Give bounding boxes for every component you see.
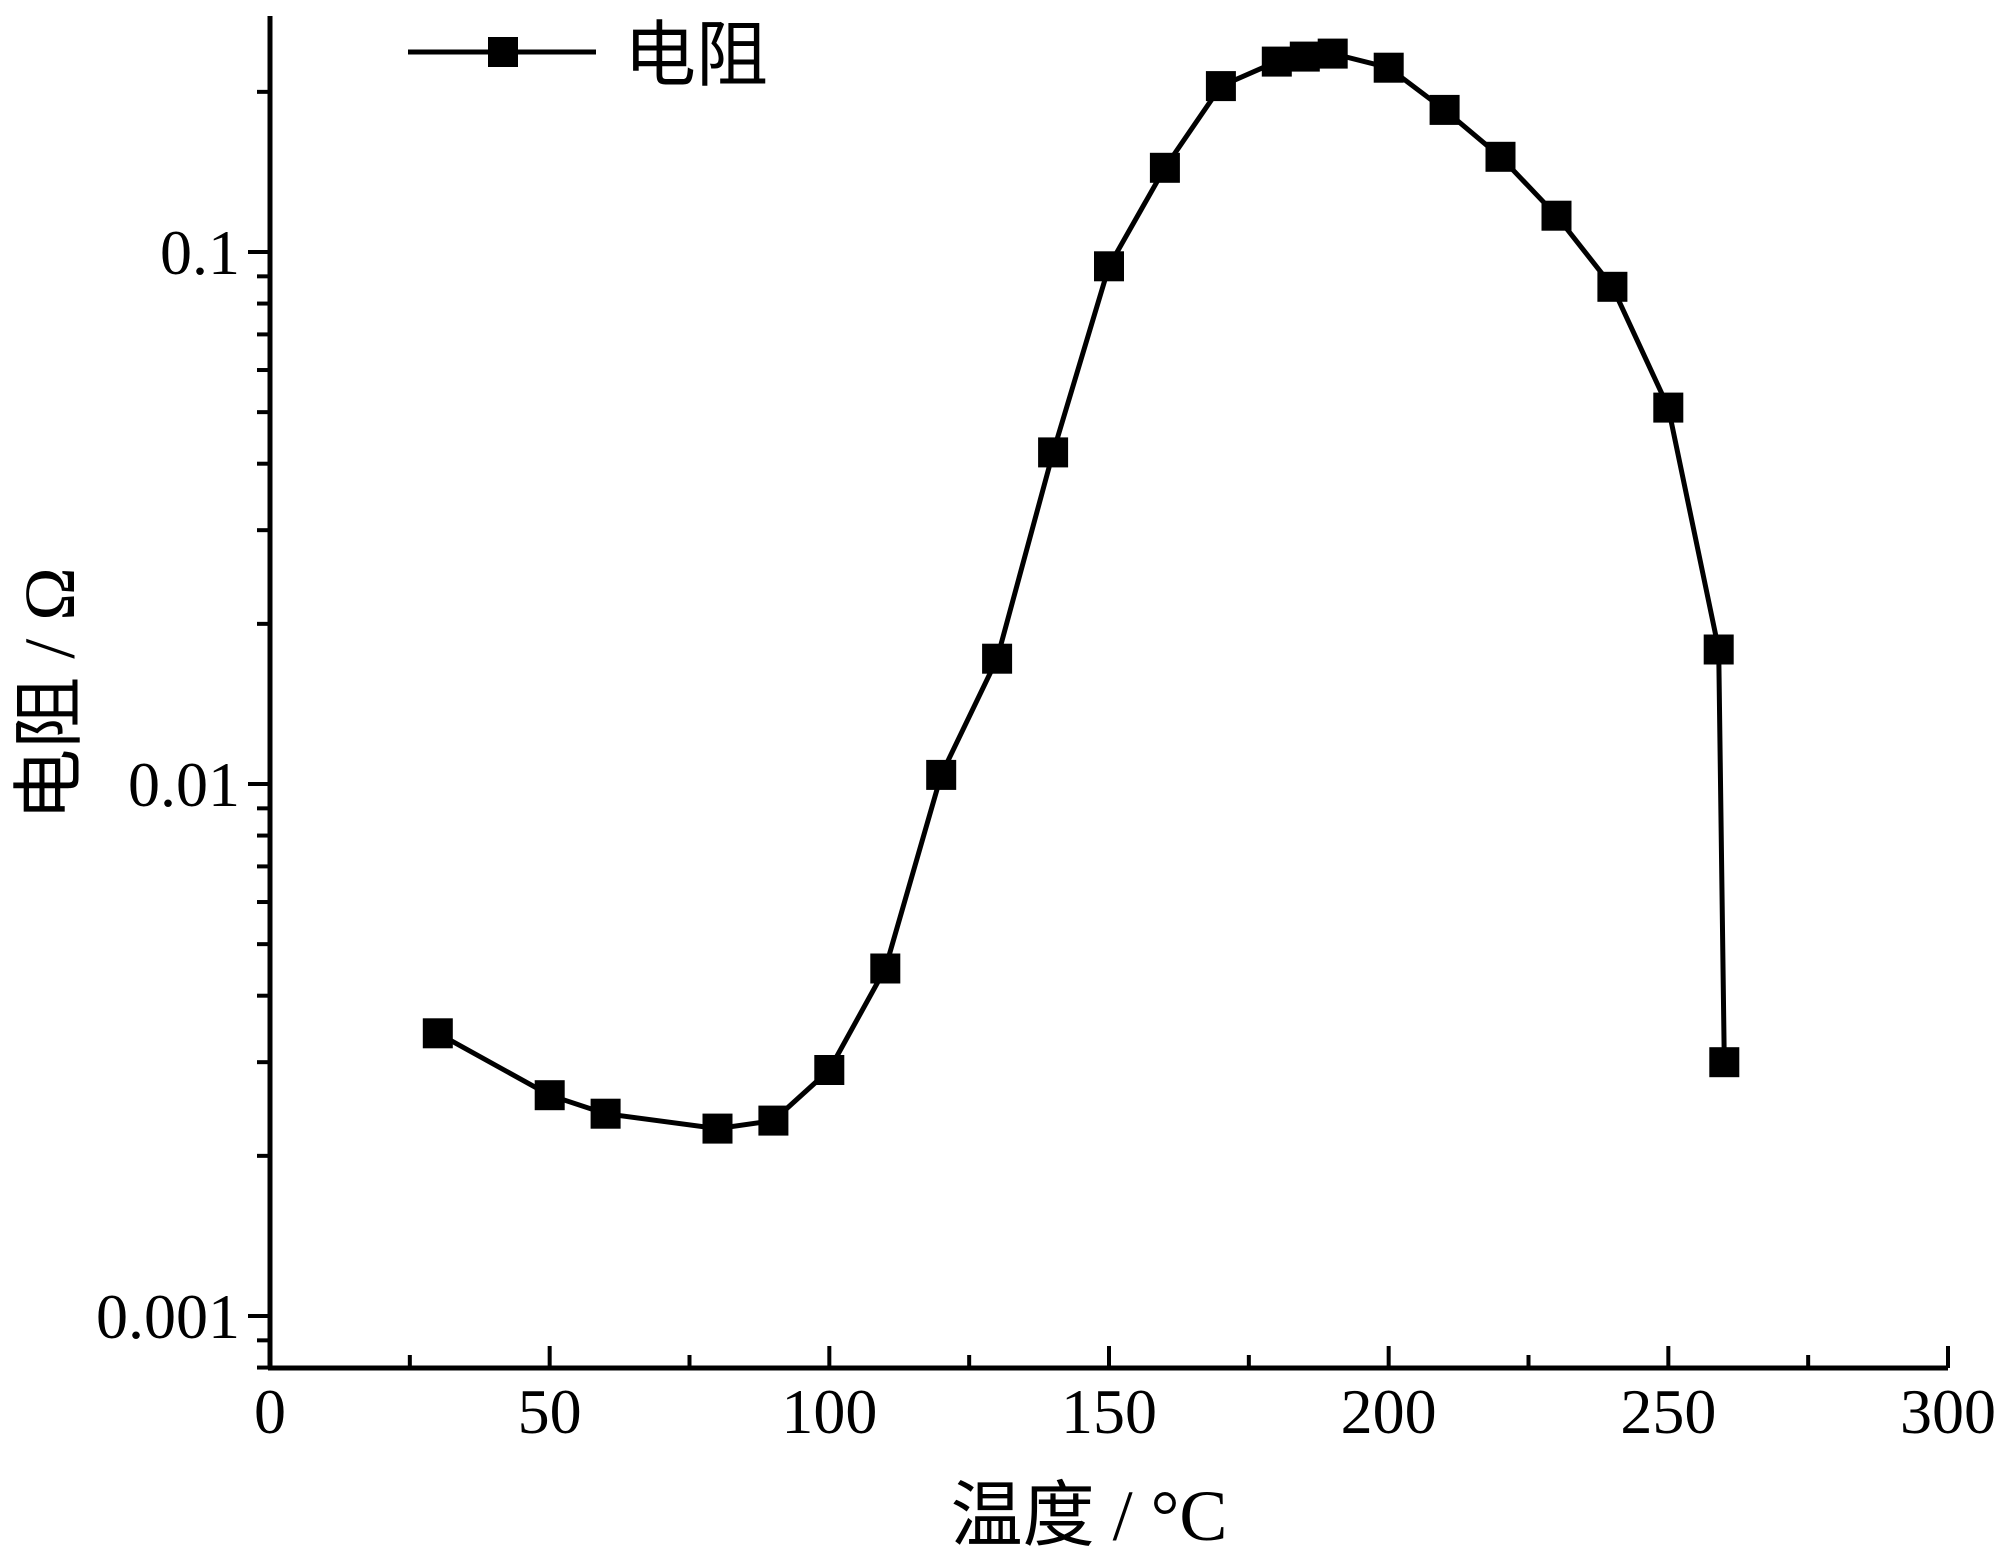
data-point-marker [590,1098,621,1129]
data-point-marker [1541,200,1572,231]
x-tick-label: 0 [254,1376,286,1447]
data-point-marker [1038,437,1069,468]
data-point-marker [1205,71,1236,102]
data-point-marker [758,1105,789,1136]
x-tick-label: 250 [1620,1376,1716,1447]
plot-frame [267,16,1948,1371]
data-point-marker [1261,46,1292,77]
data-point-marker [1485,141,1516,172]
y-tick-label: 0.001 [96,1281,240,1352]
data-point-marker [1289,41,1320,72]
data-point-marker [1094,251,1124,282]
x-tick-label: 200 [1341,1376,1437,1447]
data-point-marker [1597,271,1628,302]
x-tick-label: 50 [518,1376,582,1447]
data-point-marker [1429,94,1460,125]
series-line [436,51,1727,1132]
x-tick-label: 300 [1900,1376,1996,1447]
legend-label: 电阻 [624,16,768,96]
data-point-marker [702,1113,733,1144]
data-point-marker [982,643,1013,674]
data-point-marker [1149,152,1180,183]
x-tick-label: 100 [781,1376,877,1447]
y-axis-title: 电阻 / Ω [10,567,90,821]
data-point-marker [1709,1047,1740,1078]
data-point-marker [422,1018,453,1049]
x-axis-tick-labels: 0 50 100 150 200 250 300 [254,1376,1996,1447]
y-axis-tick-labels: 0.001 0.01 0.1 [96,217,240,1352]
legend: 电阻 [408,16,768,96]
data-point-marker [1317,38,1348,69]
data-point-marker [1373,52,1404,83]
data-point-marker [870,953,901,984]
data-point-marker [1703,634,1734,665]
x-axis-title: 温度 / °C [951,1476,1228,1556]
series-layer [422,38,1740,1144]
data-point-marker [814,1055,845,1085]
y-axis-ticks [248,89,270,1370]
data-point-marker [926,759,957,790]
x-axis-ticks [268,1346,1950,1368]
data-point-marker [534,1080,565,1111]
legend-square-marker [488,37,518,67]
y-tick-label: 0.01 [128,749,240,820]
x-tick-label: 150 [1061,1376,1157,1447]
data-point-marker [1653,392,1684,423]
y-tick-label: 0.1 [160,217,240,288]
